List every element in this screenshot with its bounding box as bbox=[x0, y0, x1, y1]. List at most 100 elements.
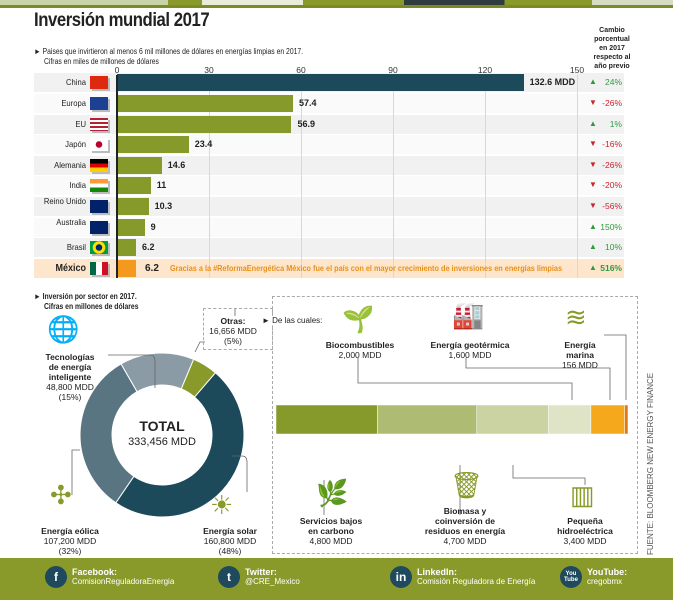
arrow-up-icon: ▲ bbox=[589, 242, 597, 251]
flag-usa-icon bbox=[90, 118, 108, 131]
change-value: 516% bbox=[600, 263, 622, 273]
stack-segment-biocombustibles bbox=[548, 404, 592, 435]
slice-value: 16,656 MDD bbox=[209, 326, 257, 336]
segment-value: 1,600 MDD bbox=[448, 350, 492, 360]
leader-tecnologias bbox=[108, 354, 156, 388]
value-label: 11 bbox=[156, 180, 167, 190]
bar-alemania bbox=[117, 157, 162, 174]
twitter-handle: @CRE_Mexico bbox=[245, 577, 300, 586]
value-label: 10.3 bbox=[154, 201, 173, 211]
slice-value: 48,800 MDD bbox=[46, 382, 94, 392]
donut-slice-energía-eólica bbox=[79, 363, 138, 504]
facebook-handle: ComisionReguladoraEnergia bbox=[72, 577, 175, 586]
segment-value: 2,000 MDD bbox=[338, 350, 382, 360]
slice-pct: (48%) bbox=[218, 546, 242, 556]
value-label: 6.2 bbox=[145, 263, 159, 274]
change-value: 150% bbox=[600, 222, 622, 232]
leader-hidro bbox=[512, 465, 586, 485]
flag-uk-icon bbox=[90, 200, 108, 213]
gridline bbox=[393, 75, 394, 278]
otras-breakdown-box bbox=[272, 296, 638, 554]
label-hidroelectrica: Pequeña hidroeléctrica 3,400 MDD bbox=[555, 516, 615, 546]
country-label: México bbox=[55, 263, 86, 274]
table-row bbox=[34, 197, 624, 216]
facebook-link[interactable]: f Facebook: ComisionReguladoraEnergia bbox=[45, 566, 174, 588]
hand-plant-icon: 🌿 bbox=[316, 478, 349, 508]
linkedin-label: LinkedIn: bbox=[417, 567, 457, 577]
arrow-down-icon: ▼ bbox=[589, 98, 597, 107]
bar-india bbox=[117, 177, 151, 194]
donut-slice-energía-solar bbox=[115, 372, 245, 518]
geothermal-factory-icon: 🏭 bbox=[452, 300, 485, 330]
label-solar: Energía solar 160,800 MDD (48%) bbox=[195, 526, 265, 556]
source-note: FUENTE: BLOOMBERG NEW ENERGY FINANCE bbox=[646, 372, 655, 555]
biofuel-plant-icon: 🌱 bbox=[342, 304, 375, 334]
segment-value: 4,700 MDD bbox=[443, 536, 487, 546]
bar-europa bbox=[117, 95, 294, 112]
arrow-up-icon: ▲ bbox=[589, 77, 597, 86]
gridline bbox=[209, 75, 210, 278]
leader-geotermica bbox=[465, 358, 611, 400]
country-label: Australia bbox=[56, 217, 86, 227]
sector-units: Cifras en millones de dólares bbox=[44, 302, 139, 311]
youtube-label: YouTube: bbox=[587, 567, 628, 577]
bar-japón bbox=[117, 136, 189, 153]
value-label: 57.4 bbox=[299, 98, 317, 108]
country-label: Japón bbox=[65, 139, 86, 149]
segment-name: Energía geotérmica bbox=[430, 340, 510, 350]
linkedin-link[interactable]: in LinkedIn: Comisión Reguladora de Energí… bbox=[390, 566, 535, 588]
hydro-dam-icon: ▥ bbox=[570, 480, 595, 510]
label-otras: Otras: 16,656 MDD (5%) bbox=[205, 316, 261, 346]
facebook-label: Facebook: bbox=[72, 567, 118, 577]
linkedin-handle: Comisión Reguladora de Energía bbox=[417, 577, 536, 586]
flag-japan-icon bbox=[90, 138, 108, 151]
leader-eolica bbox=[71, 449, 80, 495]
value-label: 9 bbox=[150, 222, 156, 232]
table-row bbox=[34, 156, 624, 175]
arrow-up-icon: ▲ bbox=[589, 119, 597, 128]
segment-value: 4,800 MDD bbox=[309, 536, 353, 546]
segment-name: Energía marina bbox=[564, 340, 596, 360]
facebook-icon: f bbox=[45, 566, 67, 588]
stack-segment-biomasa bbox=[377, 404, 478, 435]
arrow-down-icon: ▼ bbox=[589, 201, 597, 210]
table-row bbox=[34, 218, 624, 237]
country-label: Brasil bbox=[66, 242, 86, 252]
breakdown-intro: ► De las cuales: bbox=[262, 316, 323, 325]
biomass-bin-icon: 🗑 bbox=[450, 470, 484, 500]
twitter-link[interactable]: t Twitter: @CRE_Mexico bbox=[218, 566, 300, 588]
bar-brasil bbox=[117, 239, 136, 256]
twitter-icon: t bbox=[218, 566, 240, 588]
flag-germany-icon bbox=[90, 159, 108, 172]
youtube-link[interactable]: You Tube YouTube: cregobmx bbox=[560, 566, 627, 588]
flag-china-icon bbox=[90, 76, 108, 89]
change-header: Cambio porcentual en 2017 respecto al añ… bbox=[593, 27, 631, 70]
change-value: -26% bbox=[602, 98, 622, 108]
youtube-handle: cregobmx bbox=[587, 577, 623, 586]
slice-value: 160,800 MDD bbox=[203, 536, 257, 546]
segment-name: Pequeña hidroeléctrica bbox=[557, 516, 613, 536]
segment-value: 156 MDD bbox=[562, 360, 598, 370]
linkedin-icon: in bbox=[390, 566, 412, 588]
sector-subtitle: ► Inversión por sector en 2017. bbox=[34, 292, 137, 301]
flag-india-icon bbox=[90, 179, 108, 192]
label-biomasa: Biomasa y coinversión de residuos en ene… bbox=[420, 506, 510, 546]
change-value: -20% bbox=[602, 180, 622, 190]
chart-units: Cifras en miles de millones de dólares bbox=[44, 57, 159, 66]
gridline bbox=[301, 75, 302, 278]
donut-total-title: TOTAL bbox=[139, 418, 185, 434]
x-tick-label: 120 bbox=[477, 65, 493, 75]
leader-biocombustibles bbox=[357, 358, 573, 400]
solar-panel-icon: ☀ bbox=[210, 490, 234, 520]
stack-segment-servicios bbox=[275, 404, 378, 435]
mexico-note: Gracias a la #ReformaEnergética México f… bbox=[170, 263, 563, 273]
country-label: China bbox=[66, 77, 86, 87]
x-tick-label: 150 bbox=[569, 65, 585, 75]
label-tecnologias: Tecnologías de energía inteligente 48,800… bbox=[40, 352, 100, 402]
country-label: India bbox=[69, 180, 86, 190]
table-row bbox=[34, 259, 624, 278]
leader-marina bbox=[604, 334, 627, 400]
change-value: 1% bbox=[609, 119, 622, 129]
gridline bbox=[485, 75, 486, 278]
x-tick-label: 30 bbox=[204, 65, 214, 75]
